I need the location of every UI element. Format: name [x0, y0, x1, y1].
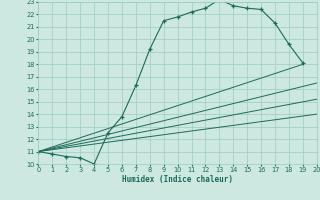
X-axis label: Humidex (Indice chaleur): Humidex (Indice chaleur) [122, 175, 233, 184]
